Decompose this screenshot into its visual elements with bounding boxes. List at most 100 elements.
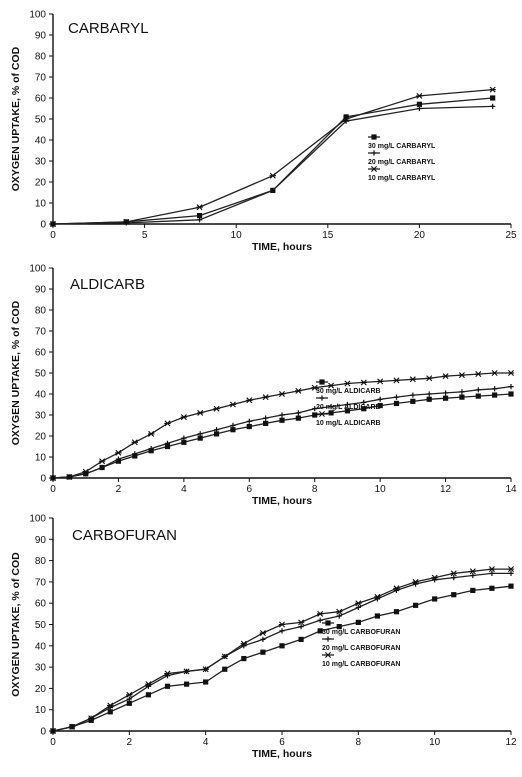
data-point-30-mg-l-carbofuran: [508, 583, 514, 589]
y-tick-label: 0: [40, 220, 46, 231]
data-point-10-mg-l-carbaryl: [49, 221, 57, 227]
x-tick-label: 0: [50, 230, 56, 241]
data-point-10-mg-l-carbofuran: [221, 653, 228, 660]
data-point-10-mg-l-aldicarb: [393, 377, 400, 384]
series-line-10-mg-l-carbaryl: [52, 88, 493, 225]
data-point-30-mg-l-carbofuran: [279, 643, 285, 649]
data-point-10-mg-l-carbofuran: [393, 585, 400, 592]
legend-label: 10 mg/L CARBOFURAN: [322, 661, 400, 668]
data-point-30-mg-l-carbofuran: [451, 592, 457, 598]
data-point-30-mg-l-aldicarb: [263, 420, 269, 426]
data-point-30-mg-l-aldicarb: [442, 395, 449, 401]
x-tick-label: 12: [440, 484, 452, 495]
data-point-20-mg-l-aldicarb: [197, 431, 203, 437]
y-tick-label: 90: [35, 535, 47, 546]
data-point-10-mg-l-aldicarb: [82, 468, 89, 475]
y-tick-label: 70: [35, 577, 47, 588]
data-point-10-mg-l-carbofuran: [507, 566, 515, 573]
data-point-10-mg-l-carbofuran: [336, 608, 343, 615]
x-tick-label: 12: [505, 737, 517, 748]
data-point-20-mg-l-aldicarb: [213, 427, 220, 433]
data-point-10-mg-l-carbofuran: [68, 723, 76, 730]
legend-marker-30-mg-l-carbofuran: [325, 620, 331, 626]
data-point-10-mg-l-carbofuran: [355, 600, 362, 607]
y-tick-label: 30: [35, 157, 47, 168]
data-point-30-mg-l-carbofuran: [374, 613, 381, 619]
legend-label: 20 mg/L CARBARYL: [368, 159, 436, 166]
data-point-10-mg-l-aldicarb: [147, 430, 155, 437]
data-point-10-mg-l-carbaryl: [342, 116, 350, 122]
x-tick-label: 5: [142, 230, 148, 241]
panel-title: CARBARYL: [68, 20, 149, 37]
data-point-20-mg-l-aldicarb: [442, 390, 449, 396]
data-point-20-mg-l-aldicarb: [181, 435, 187, 441]
chart-panel-carbaryl: 0 10 20 30 40 50 60 70 80 90 100 0 5 10 15 20 25 TIME, ho…: [10, 10, 517, 254]
y-tick-label: 90: [35, 285, 47, 296]
y-tick-label: 30: [35, 411, 47, 422]
y-axis-title: OXYGEN UPTAKE, % of COD: [10, 46, 22, 191]
data-point-10-mg-l-aldicarb: [327, 382, 335, 389]
x-tick-label: 4: [181, 484, 187, 495]
data-point-10-mg-l-carbofuran: [259, 630, 267, 637]
data-point-20-mg-l-aldicarb: [377, 396, 383, 402]
data-point-20-mg-l-aldicarb: [393, 394, 400, 400]
y-tick-label: 60: [35, 94, 47, 105]
data-point-30-mg-l-aldicarb: [508, 391, 514, 397]
data-point-30-mg-l-aldicarb: [426, 396, 432, 402]
data-point-30-mg-l-aldicarb: [213, 431, 220, 437]
x-tick-label: 10: [231, 230, 243, 241]
data-point-10-mg-l-carbofuran: [49, 728, 57, 734]
data-point-10-mg-l-aldicarb: [229, 401, 237, 408]
data-point-10-mg-l-aldicarb: [311, 384, 318, 391]
data-point-30-mg-l-aldicarb: [459, 394, 465, 400]
data-point-30-mg-l-carbaryl: [416, 101, 422, 107]
data-point-20-mg-l-aldicarb: [508, 384, 514, 390]
x-tick-label: 6: [247, 484, 253, 495]
x-axis-title: TIME, hours: [252, 495, 312, 507]
data-point-10-mg-l-carbofuran: [297, 619, 305, 626]
x-tick-label: 0: [50, 484, 56, 495]
legend-label: 30 mg/L CARBOFURAN: [322, 629, 400, 636]
y-tick-label: 50: [35, 369, 47, 380]
data-point-30-mg-l-carbofuran: [470, 587, 476, 594]
data-point-10-mg-l-aldicarb: [115, 449, 122, 456]
legend-marker-20-mg-l-aldicarb: [319, 395, 325, 401]
data-point-10-mg-l-aldicarb: [475, 371, 482, 378]
data-point-20-mg-l-carbofuran: [126, 696, 132, 702]
plot-axes: [52, 268, 511, 479]
data-point-10-mg-l-aldicarb: [164, 420, 171, 427]
data-point-10-mg-l-carbofuran: [126, 691, 133, 698]
y-tick-label: 10: [35, 453, 47, 464]
legend-label: 10 mg/L CARBARYL: [368, 175, 436, 182]
data-point-10-mg-l-aldicarb: [246, 397, 253, 404]
x-tick-label: 20: [414, 230, 426, 241]
data-point-10-mg-l-carbofuran: [488, 566, 496, 573]
data-point-20-mg-l-aldicarb: [312, 406, 318, 412]
data-point-30-mg-l-aldicarb: [230, 427, 236, 433]
panel-title: ALDICARB: [70, 276, 145, 293]
x-tick-label: 4: [203, 737, 209, 748]
data-point-30-mg-l-carbofuran: [241, 655, 247, 662]
y-tick-label: 0: [40, 727, 46, 738]
y-tick-label: 100: [29, 264, 46, 275]
data-point-20-mg-l-carbofuran: [508, 570, 514, 576]
data-point-30-mg-l-aldicarb: [279, 417, 285, 423]
data-point-30-mg-l-carbaryl: [196, 213, 203, 219]
data-point-30-mg-l-aldicarb: [328, 410, 334, 416]
data-point-10-mg-l-carbofuran: [431, 574, 438, 581]
x-tick-label: 2: [127, 737, 133, 748]
data-point-30-mg-l-aldicarb: [164, 443, 171, 450]
legend-marker-20-mg-l-carbofuran: [325, 636, 331, 642]
y-tick-label: 40: [35, 390, 47, 401]
y-axis-title: OXYGEN UPTAKE, % of COD: [10, 552, 22, 697]
data-point-30-mg-l-aldicarb: [181, 439, 187, 445]
legend-label: 20 mg/L CARBOFURAN: [322, 645, 400, 652]
x-axis-title: TIME, hours: [252, 748, 312, 760]
data-point-10-mg-l-carbofuran: [107, 702, 114, 709]
y-tick-label: 0: [40, 474, 46, 485]
data-point-20-mg-l-aldicarb: [328, 404, 334, 410]
data-point-20-mg-l-aldicarb: [132, 451, 138, 457]
chart-panel-carbofuran: 0 10 20 30 40 50 60 70 80 90 100 0 2 4 6 8 10 12 TIME, hou…: [10, 514, 517, 761]
legend-marker-30-mg-l-aldicarb: [319, 379, 325, 385]
data-point-20-mg-l-aldicarb: [279, 412, 285, 418]
